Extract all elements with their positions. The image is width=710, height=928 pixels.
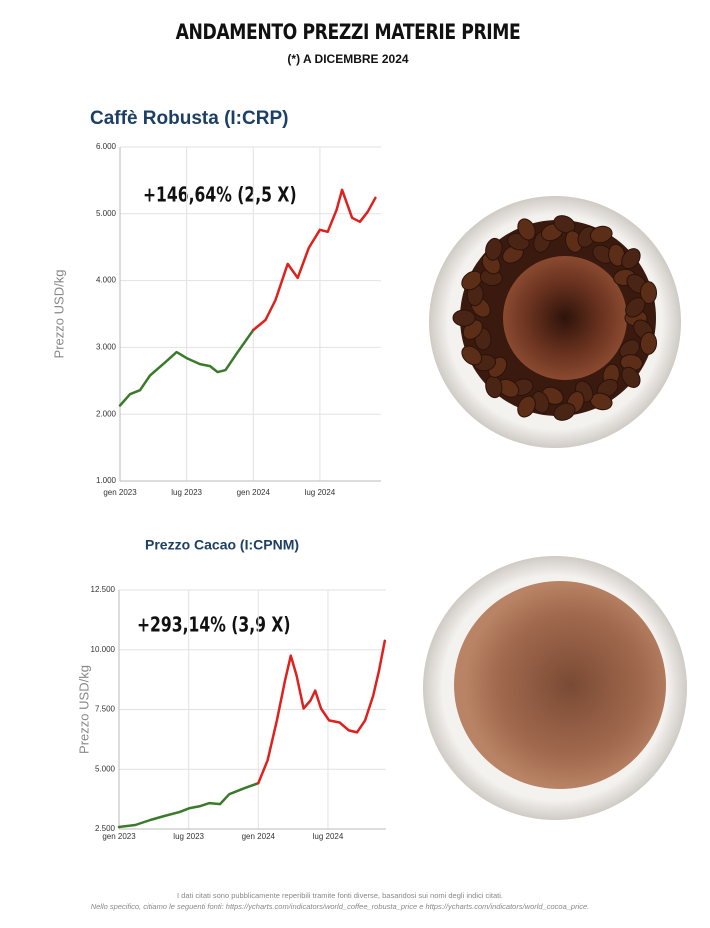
bean [621, 366, 641, 388]
bean [553, 402, 576, 421]
y-tick-label: 5.000 [95, 764, 116, 773]
y-tick-label: 10.000 [91, 645, 116, 654]
y-tick-label: 4.000 [96, 276, 117, 285]
photos [423, 196, 687, 820]
y-tick-label: 1.000 [96, 476, 117, 485]
bean [461, 345, 483, 366]
price-line [252, 188, 377, 332]
bean [625, 297, 646, 318]
bean [589, 225, 613, 244]
y-tick-label: 2.000 [96, 409, 117, 418]
page-subtitle: (*) A DICEMBRE 2024 [287, 52, 408, 66]
y-tick-label: 6.000 [96, 142, 117, 151]
y-axis-label: Prezzo USD/kg [76, 665, 91, 754]
y-tick-label: 5.000 [96, 209, 117, 218]
bean [517, 395, 536, 418]
x-tick-label: gen 2023 [103, 488, 137, 497]
bean [452, 309, 476, 327]
price-line [257, 639, 387, 785]
price-line [118, 328, 255, 407]
bean [639, 331, 658, 355]
page-title: ANDAMENTO PREZZI MATERIE PRIME [176, 19, 521, 44]
x-tick-label: gen 2024 [242, 832, 276, 841]
bean [553, 215, 576, 234]
x-tick-label: gen 2024 [237, 488, 271, 497]
annotation: +293,14% (3,9 X) [137, 614, 291, 637]
x-tick-label: gen 2023 [102, 832, 136, 841]
x-tick-label: lug 2024 [313, 832, 344, 841]
price-line [117, 781, 260, 829]
bean [517, 218, 536, 241]
y-tick-label: 3.000 [96, 343, 117, 352]
y-tick-label: 12.500 [91, 585, 116, 594]
cocoa-powder [454, 581, 666, 789]
y-tick-label: 7.500 [95, 705, 116, 714]
bean [640, 281, 658, 305]
bean [485, 237, 503, 261]
chart-title: Prezzo Cacao (I:CPNM) [145, 537, 299, 553]
footer-note: I dati citati sono pubblicamente reperib… [177, 891, 503, 900]
bean [461, 270, 483, 291]
chart-title: Caffè Robusta (I:CRP) [90, 108, 288, 129]
bean [621, 248, 641, 270]
coffee-grounds [503, 256, 627, 380]
bean-group [452, 215, 658, 421]
annotation: +146,64% (2,5 X) [143, 184, 297, 207]
footer-sources: Nello specifico, citiamo le seguenti fon… [91, 902, 590, 911]
y-axis-label: Prezzo USD/kg [51, 270, 66, 359]
x-tick-label: lug 2024 [305, 488, 336, 497]
x-tick-label: lug 2023 [173, 832, 204, 841]
x-tick-label: lug 2023 [171, 488, 202, 497]
y-tick-label: 2.500 [95, 824, 116, 833]
